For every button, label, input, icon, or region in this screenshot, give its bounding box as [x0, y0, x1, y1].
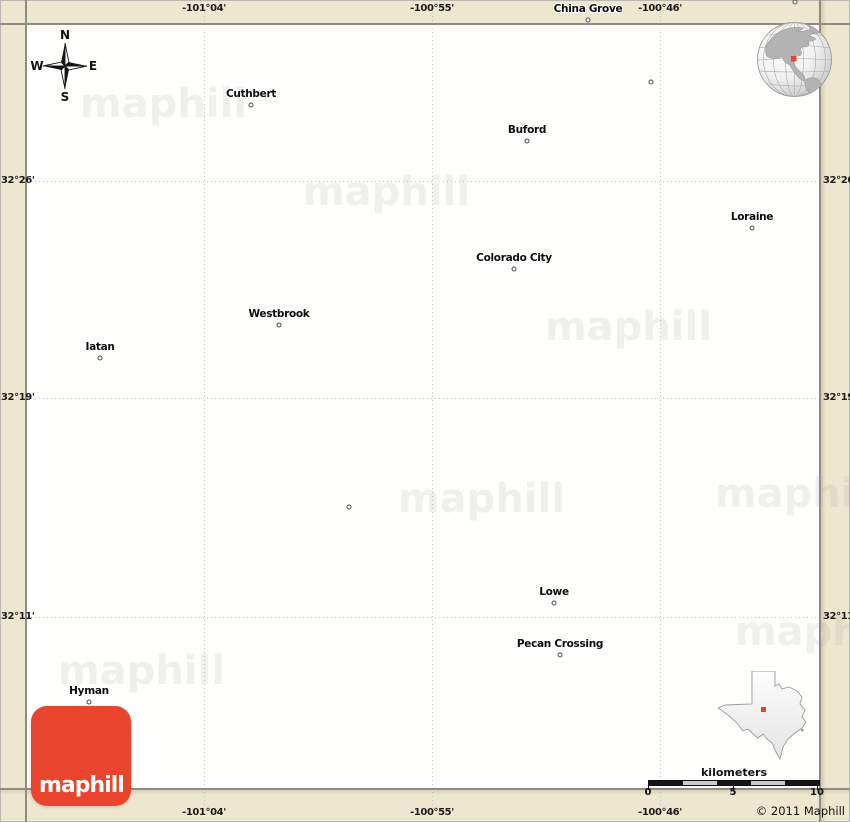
compass-rose: N S W E — [30, 28, 97, 104]
texas-secondary-dot — [801, 729, 804, 732]
longitude-label-top: -100°46' — [638, 3, 682, 14]
map-border-bottom — [0, 788, 850, 790]
latitude-label-left: 32°26' — [1, 175, 35, 186]
maphill-logo-text: maphill — [39, 773, 125, 798]
copyright-text: © 2011 Maphill — [755, 804, 845, 818]
scale-bar: kilometers 0 5 10 — [644, 766, 824, 800]
latitude-label-left: 32°19' — [1, 392, 35, 403]
map-border-top — [0, 23, 850, 25]
longitude-label-bottom: -100°46' — [638, 807, 682, 818]
longitude-label-top: -100°55' — [410, 3, 454, 14]
map-canvas[interactable] — [27, 25, 820, 788]
latitude-label-left: 32°11' — [1, 611, 35, 622]
longitude-label-bottom: -100°55' — [410, 807, 454, 818]
map-border-left — [25, 0, 27, 822]
latitude-label-right: 32°11' — [823, 611, 850, 622]
texas-outline — [718, 671, 807, 760]
latitude-label-right: 32°19' — [823, 392, 850, 403]
longitude-label-bottom: -101°04' — [182, 807, 226, 818]
texas-location-marker — [761, 707, 766, 712]
scale-tick — [648, 785, 649, 790]
texas-locator-inset[interactable] — [718, 671, 819, 760]
scale-tick — [733, 785, 734, 790]
scale-bar-segment — [649, 781, 683, 785]
scale-bar-segment — [785, 781, 819, 785]
compass-south-label: S — [61, 90, 70, 104]
compass-west-label: W — [30, 59, 43, 73]
scale-bar-segment — [683, 781, 717, 785]
compass-star — [42, 42, 88, 90]
scale-tick — [817, 785, 818, 790]
globe-locator[interactable] — [756, 20, 834, 100]
scale-tick-label: 5 — [729, 787, 737, 798]
scale-bar-segment — [717, 781, 751, 785]
globe-location-marker — [791, 56, 797, 62]
place-marker — [585, 17, 591, 23]
place-label: China Grove — [553, 3, 623, 15]
scale-tick-label: 0 — [644, 787, 652, 798]
scale-bar-graphic — [648, 780, 820, 786]
scale-bar-segment — [751, 781, 785, 785]
scale-bar-title: kilometers — [700, 766, 768, 779]
compass-north-label: N — [60, 28, 70, 42]
compass-east-label: E — [89, 59, 97, 73]
scale-tick-label: 10 — [810, 787, 824, 798]
unnamed-place-marker — [792, 0, 798, 5]
longitude-label-top: -101°04' — [182, 3, 226, 14]
map-border-right — [819, 0, 821, 822]
maphill-logo[interactable]: maphill — [31, 706, 131, 806]
latitude-label-right: 32°26' — [823, 175, 850, 186]
